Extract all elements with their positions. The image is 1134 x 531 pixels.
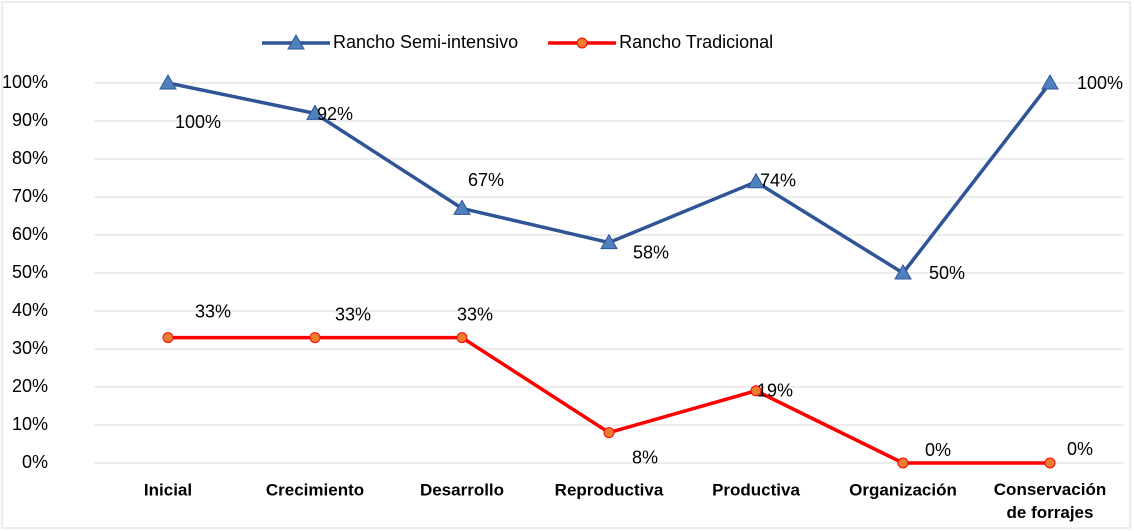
data-label: 67% [468,170,504,190]
y-tick-label: 50% [12,262,48,282]
marker [747,172,765,189]
y-tick-label: 90% [12,110,48,130]
marker [600,233,618,250]
marker [1044,457,1056,469]
y-tick-label: 70% [12,186,48,206]
marker [897,457,909,469]
data-label: 50% [929,263,965,283]
y-tick-label: 60% [12,224,48,244]
legend-marker [287,33,305,50]
data-label: 92% [317,104,353,124]
y-tick-label: 20% [12,376,48,396]
legend-label: Rancho Tradicional [619,32,773,52]
data-label: 74% [760,171,796,191]
data-label: 8% [632,447,658,467]
marker [162,332,174,344]
x-tick-label: Reproductiva [555,480,664,499]
data-label: 33% [335,304,371,324]
data-label: 100% [1077,73,1123,93]
y-tick-label: 80% [12,148,48,168]
marker [306,104,324,120]
legend-marker [576,37,588,49]
legend-label: Rancho Semi-intensivo [333,32,518,52]
data-label: 19% [757,381,793,401]
marker [159,73,177,90]
y-tick-label: 0% [22,452,48,472]
data-label: 0% [1067,439,1093,459]
data-label: 0% [925,440,951,460]
data-label: 33% [195,301,231,321]
x-tick-label: Organización [849,480,957,499]
x-tick-label: Productiva [712,480,800,499]
x-tick-line: Conservación [994,480,1106,499]
marker [750,385,762,397]
data-label: 58% [633,242,669,262]
marker [894,263,912,280]
y-tick-label: 40% [12,300,48,320]
x-tick-label: Desarrollo [420,480,504,499]
marker [453,199,471,215]
marker [309,332,321,344]
x-tick-line: de forrajes [1007,503,1094,522]
y-tick-label: 100% [2,72,48,92]
x-tick-label: Conservación de forrajes [994,480,1106,522]
marker [1041,73,1059,90]
data-label: 100% [175,112,221,132]
y-tick-label: 30% [12,338,48,358]
x-tick-label: Crecimiento [266,480,364,499]
data-label: 33% [457,304,493,324]
marker [456,332,468,344]
x-tick-label: Inicial [144,480,192,499]
marker [603,427,615,439]
y-tick-label: 10% [12,414,48,434]
